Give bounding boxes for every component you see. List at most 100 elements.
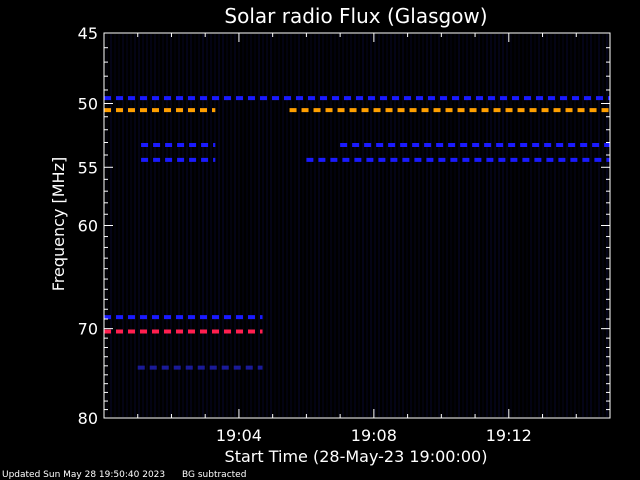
noise-streak bbox=[286, 34, 288, 417]
noise-streak bbox=[326, 34, 328, 417]
noise-streak bbox=[278, 34, 280, 417]
noise-streak bbox=[458, 34, 460, 417]
noise-streak bbox=[518, 34, 520, 417]
noise-streak bbox=[546, 34, 548, 417]
noise-streak bbox=[494, 34, 496, 417]
noise-streak bbox=[506, 34, 508, 417]
noise-streak bbox=[134, 34, 136, 417]
noise-streak bbox=[446, 34, 448, 417]
noise-streak bbox=[550, 34, 552, 417]
noise-streak bbox=[306, 34, 308, 417]
noise-streak bbox=[318, 34, 320, 417]
noise-streak bbox=[570, 34, 572, 417]
noise-streak bbox=[186, 34, 188, 417]
noise-streak bbox=[402, 34, 404, 417]
y-tick-label: 45 bbox=[78, 24, 98, 43]
noise-streak bbox=[538, 34, 540, 417]
noise-streak bbox=[314, 34, 316, 417]
noise-streak bbox=[426, 34, 428, 417]
noise-streak bbox=[210, 34, 212, 417]
updated-timestamp: Updated Sun May 28 19:50:40 2023 bbox=[2, 470, 166, 480]
noise-streak bbox=[482, 34, 484, 417]
noise-streak bbox=[202, 34, 204, 417]
status-footer: Updated Sun May 28 19:50:40 2023 BG subt… bbox=[2, 470, 260, 480]
noise-streak bbox=[438, 34, 440, 417]
noise-streak bbox=[282, 34, 284, 417]
noise-streak bbox=[390, 34, 392, 417]
noise-streak bbox=[254, 34, 256, 417]
noise-streak bbox=[118, 34, 120, 417]
emission-bands bbox=[104, 96, 610, 370]
noise-streak bbox=[470, 34, 472, 417]
noise-streak bbox=[478, 34, 480, 417]
noise-streak bbox=[126, 34, 128, 417]
noise-streak bbox=[150, 34, 152, 417]
noise-streak bbox=[490, 34, 492, 417]
noise-streak bbox=[554, 34, 556, 417]
noise-streak bbox=[330, 34, 332, 417]
noise-streak bbox=[290, 34, 292, 417]
noise-streak bbox=[598, 34, 600, 417]
noise-streak bbox=[234, 34, 236, 417]
x-tick-label: 19:12 bbox=[486, 426, 532, 445]
noise-streak bbox=[386, 34, 388, 417]
noise-streak bbox=[486, 34, 488, 417]
noise-streak bbox=[474, 34, 476, 417]
noise-streak bbox=[194, 34, 196, 417]
noise-streak bbox=[466, 34, 468, 417]
noise-streak bbox=[206, 34, 208, 417]
noise-streak bbox=[246, 34, 248, 417]
noise-streak bbox=[350, 34, 352, 417]
noise-streak bbox=[562, 34, 564, 417]
noise-streak bbox=[130, 34, 132, 417]
y-tick-label: 70 bbox=[78, 320, 98, 339]
noise-streak bbox=[294, 34, 296, 417]
noise-streak bbox=[222, 34, 224, 417]
spectrogram-noise bbox=[106, 34, 608, 417]
noise-streak bbox=[398, 34, 400, 417]
noise-streak bbox=[334, 34, 336, 417]
noise-streak bbox=[170, 34, 172, 417]
noise-streak bbox=[358, 34, 360, 417]
noise-streak bbox=[442, 34, 444, 417]
noise-streak bbox=[526, 34, 528, 417]
x-tick-label: 19:04 bbox=[216, 426, 262, 445]
noise-streak bbox=[430, 34, 432, 417]
noise-streak bbox=[242, 34, 244, 417]
noise-streak bbox=[498, 34, 500, 417]
noise-streak bbox=[230, 34, 232, 417]
noise-streak bbox=[114, 34, 116, 417]
noise-streak bbox=[146, 34, 148, 417]
noise-streak bbox=[270, 34, 272, 417]
noise-streak bbox=[534, 34, 536, 417]
noise-streak bbox=[582, 34, 584, 417]
noise-streak bbox=[338, 34, 340, 417]
noise-streak bbox=[158, 34, 160, 417]
y-tick-label: 50 bbox=[78, 95, 98, 114]
noise-streak bbox=[266, 34, 268, 417]
noise-streak bbox=[418, 34, 420, 417]
noise-streak bbox=[514, 34, 516, 417]
y-axis: 45 50 55 60 70 80 bbox=[78, 24, 610, 428]
noise-streak bbox=[274, 34, 276, 417]
noise-streak bbox=[434, 34, 436, 417]
noise-streak bbox=[502, 34, 504, 417]
noise-streak bbox=[178, 34, 180, 417]
noise-streak bbox=[574, 34, 576, 417]
noise-streak bbox=[238, 34, 240, 417]
noise-streak bbox=[454, 34, 456, 417]
noise-streak bbox=[174, 34, 176, 417]
noise-streak bbox=[182, 34, 184, 417]
y-axis-label: Frequency [MHz] bbox=[49, 157, 68, 291]
y-tick-label: 55 bbox=[78, 158, 98, 177]
noise-streak bbox=[218, 34, 220, 417]
noise-streak bbox=[542, 34, 544, 417]
noise-streak bbox=[354, 34, 356, 417]
noise-streak bbox=[142, 34, 144, 417]
background-note: BG subtracted bbox=[182, 470, 247, 480]
noise-streak bbox=[414, 34, 416, 417]
noise-streak bbox=[422, 34, 424, 417]
noise-streak bbox=[558, 34, 560, 417]
